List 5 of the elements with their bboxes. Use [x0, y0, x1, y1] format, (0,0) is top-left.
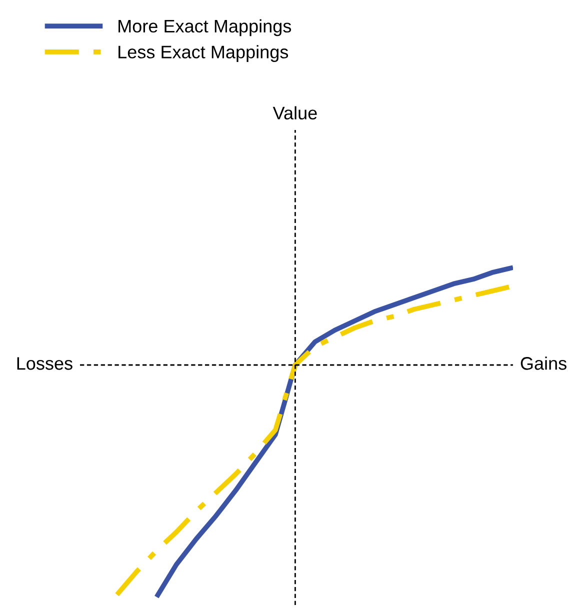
- legend-label: More Exact Mappings: [118, 19, 292, 36]
- text: Losses: [17, 357, 72, 370]
- text: Value: [272, 106, 317, 120]
- annotation: Gains: [520, 356, 566, 370]
- legend-label: Less Exact Mappings: [118, 45, 288, 62]
